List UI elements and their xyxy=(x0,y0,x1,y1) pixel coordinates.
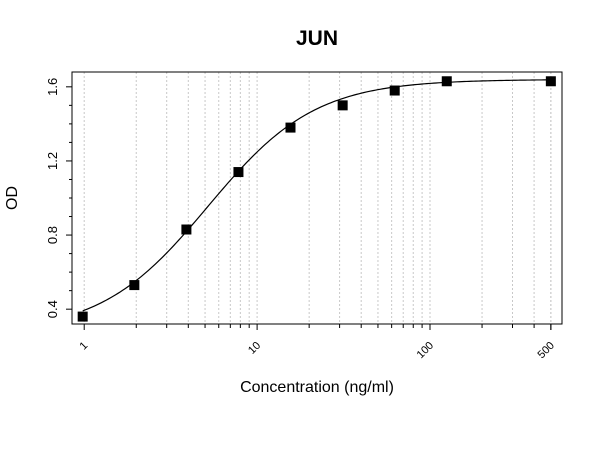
y-tick-label: 1.6 xyxy=(45,78,60,96)
x-tick-label: 10 xyxy=(246,340,263,357)
plot-frame xyxy=(71,71,563,325)
data-point xyxy=(233,167,244,178)
y-tick-label: 0.4 xyxy=(45,300,60,318)
x-axis-label: Concentration (ng/ml) xyxy=(240,379,394,396)
data-point xyxy=(181,224,192,235)
data-point xyxy=(77,311,88,322)
data-point xyxy=(285,122,296,133)
data-point xyxy=(129,280,140,291)
grid xyxy=(83,72,552,324)
data-point xyxy=(389,85,400,96)
y-axis: 0.4 0.8 1.2 1.6 xyxy=(45,78,72,318)
x-tick-label: 100 xyxy=(415,340,436,361)
x-tick-label: 1 xyxy=(78,340,91,353)
data-point xyxy=(337,100,348,111)
data-points xyxy=(77,76,556,322)
data-point xyxy=(545,76,556,87)
y-axis-label: OD xyxy=(4,186,21,210)
x-tick-label: 500 xyxy=(536,340,557,361)
fit-curve xyxy=(82,79,551,312)
y-tick-label: 1.2 xyxy=(45,152,60,170)
x-axis: 1 10 100 500 xyxy=(78,324,557,361)
y-tick-label: 0.8 xyxy=(45,226,60,244)
data-point xyxy=(441,76,452,87)
chart-title: JUN xyxy=(296,27,338,50)
